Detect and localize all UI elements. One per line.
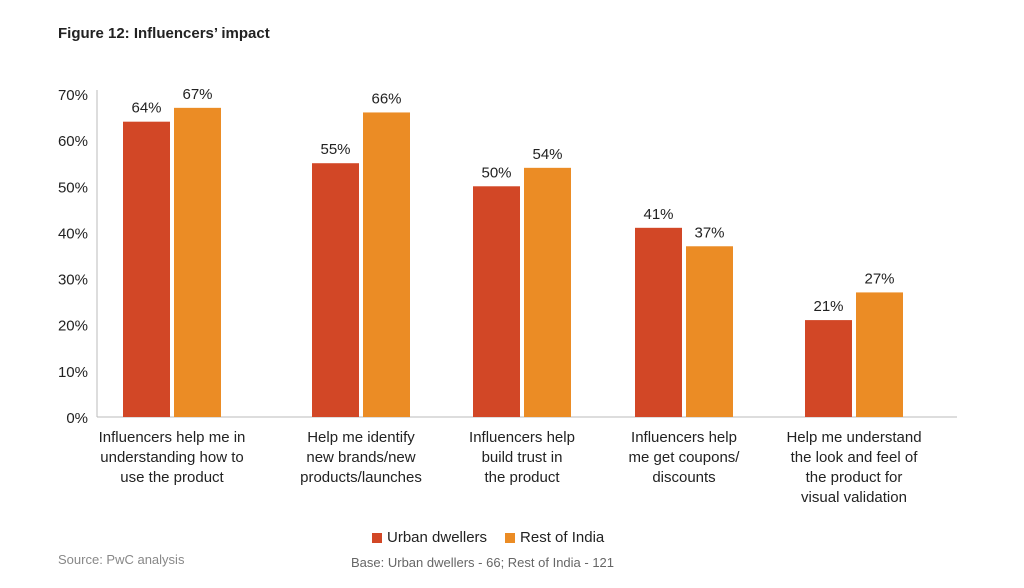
- x-tick-label: me get coupons/: [629, 449, 741, 466]
- data-label: 67%: [182, 86, 212, 103]
- data-label: 41%: [643, 206, 673, 223]
- bar-urban: [635, 227, 682, 417]
- bar-rest: [174, 107, 221, 417]
- x-tick-label: the product for: [806, 469, 903, 486]
- y-tick-label: 0%: [66, 410, 88, 427]
- bar-urban: [123, 121, 170, 417]
- bar-rest: [363, 112, 410, 417]
- bar-urban: [473, 186, 520, 417]
- x-tick-label: discounts: [652, 469, 715, 486]
- bar-rest: [686, 246, 733, 417]
- y-tick-label: 20%: [58, 318, 88, 335]
- y-tick-label: 60%: [58, 133, 88, 150]
- x-tick-label: the look and feel of: [791, 449, 919, 466]
- x-tick-label: Help me identify: [307, 429, 415, 446]
- legend: Urban dwellers Rest of India: [372, 529, 604, 546]
- base-note: Base: Urban dwellers - 66; Rest of India…: [351, 555, 615, 570]
- y-tick-label: 40%: [58, 225, 88, 242]
- x-tick-label: understanding how to: [100, 449, 243, 466]
- legend-item-urban: Urban dwellers: [372, 529, 487, 546]
- data-label: 27%: [864, 270, 894, 287]
- data-label: 50%: [481, 164, 511, 181]
- x-tick-label: Influencers help: [469, 429, 575, 446]
- data-label: 54%: [532, 146, 562, 163]
- legend-label-rest: Rest of India: [520, 529, 605, 546]
- legend-label-urban: Urban dwellers: [387, 529, 488, 546]
- y-tick-label: 30%: [58, 272, 88, 289]
- data-label: 64%: [131, 100, 161, 117]
- y-tick-label: 10%: [58, 364, 88, 381]
- data-label: 21%: [813, 298, 843, 315]
- y-tick-label: 50%: [58, 179, 88, 196]
- x-tick-label: new brands/new: [306, 449, 415, 466]
- data-label: 55%: [320, 141, 350, 158]
- x-tick-label: Influencers help me in: [99, 429, 246, 446]
- x-tick-label: visual validation: [801, 489, 907, 506]
- legend-item-rest: Rest of India: [505, 529, 604, 546]
- x-tick-label: Influencers help: [631, 429, 737, 446]
- x-tick-label: use the product: [120, 469, 224, 486]
- bar-urban: [805, 320, 852, 417]
- y-tick-label: 70%: [58, 87, 88, 104]
- data-label: 66%: [371, 90, 401, 107]
- source-note: Source: PwC analysis: [58, 552, 185, 567]
- bar-urban: [312, 163, 359, 417]
- legend-swatch-rest: [505, 532, 516, 543]
- chart-title: Figure 12: Influencers’ impact: [58, 25, 270, 42]
- x-tick-label: build trust in: [482, 449, 563, 466]
- x-tick-label: products/launches: [300, 469, 422, 486]
- data-label: 37%: [694, 224, 724, 241]
- legend-swatch-urban: [372, 532, 382, 543]
- bar-rest: [856, 292, 903, 417]
- x-tick-label: the product: [484, 469, 560, 486]
- x-tick-label: Help me understand: [786, 429, 921, 446]
- bar-rest: [524, 167, 571, 417]
